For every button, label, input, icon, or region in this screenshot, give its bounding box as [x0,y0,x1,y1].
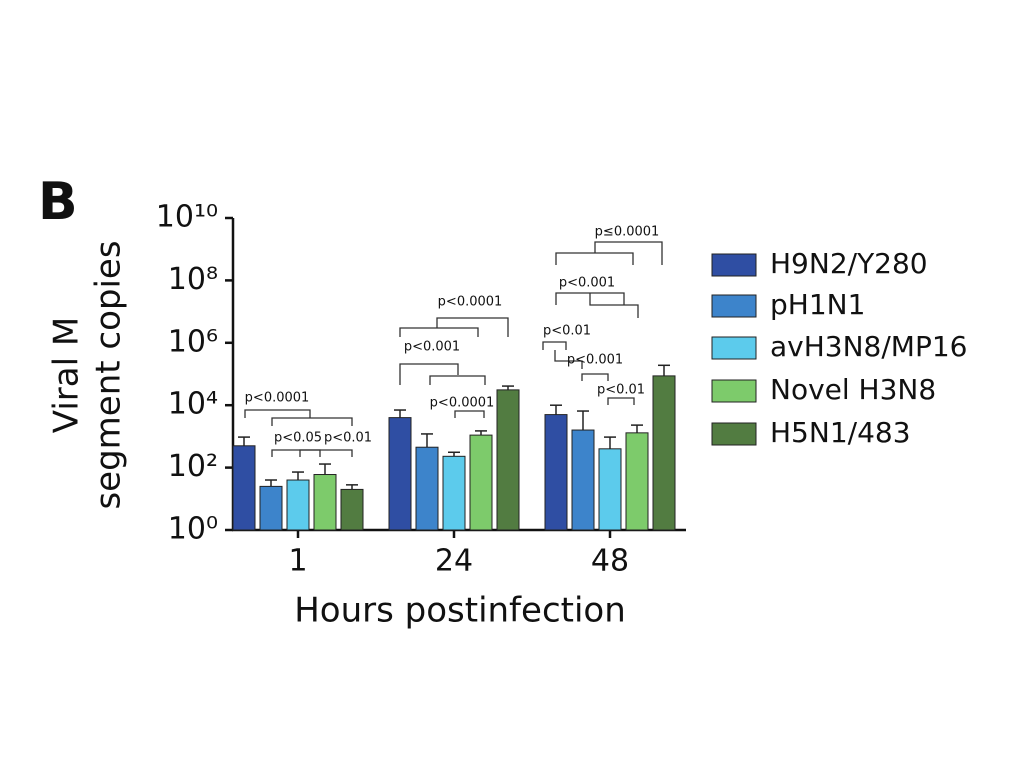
y-axis-label: segment copies [89,240,129,509]
x-tick-label: 24 [435,544,473,579]
legend-swatch [711,336,757,360]
x-tick-label: 1 [288,544,307,579]
x-tick-label: 48 [591,544,629,579]
bar [286,479,310,531]
p-value: p<0.001 [567,353,623,368]
y-axis-label: Viral M [47,317,87,433]
bar [652,375,676,531]
bar [469,434,493,531]
p-value: p<0.0001 [245,391,310,406]
legend-swatch [711,422,757,446]
bar [415,446,439,531]
p-value: p<0.01 [543,324,591,339]
bar [598,448,622,531]
bar [232,445,256,531]
legend-swatch [711,379,757,403]
brackets [244,241,663,457]
bar [313,474,337,531]
x-axis-label: Hours postinfection [294,591,626,631]
bar [625,432,649,531]
bar [496,389,520,531]
bar [259,485,283,531]
y-tick-label: 10² [168,449,218,484]
p-value: p<0.05 [274,431,322,446]
y-tick-label: 10⁴ [168,387,218,422]
bar [544,414,568,531]
bar [442,455,466,531]
y-tick-label: 10⁶ [168,324,218,359]
legend-swatch [711,294,757,318]
panel-label: B [38,172,78,232]
legend-label: pH1N1 [770,288,865,321]
legend-label: Novel H3N8 [770,373,936,406]
legend-label: H9N2/Y280 [770,247,928,280]
legend-label: avH3N8/MP16 [770,330,967,363]
p-value: p<0.0001 [438,295,503,310]
p-value: p<0.001 [404,340,460,355]
p-value: p<0.01 [597,383,645,398]
y-tick-label: 10⁰ [168,512,218,547]
legend-swatch [711,253,757,277]
bar [340,488,364,531]
p-value: p<0.001 [559,276,615,291]
legend-label: H5N1/483 [770,416,911,449]
bar [388,417,412,531]
p-value: p<0.01 [324,431,372,446]
bar [571,429,595,531]
y-tick-label: 10⁸ [168,262,218,297]
y-tick-label: 10¹⁰ [156,200,218,235]
p-value: p<0.0001 [430,396,495,411]
p-value: p≤0.0001 [595,225,660,240]
